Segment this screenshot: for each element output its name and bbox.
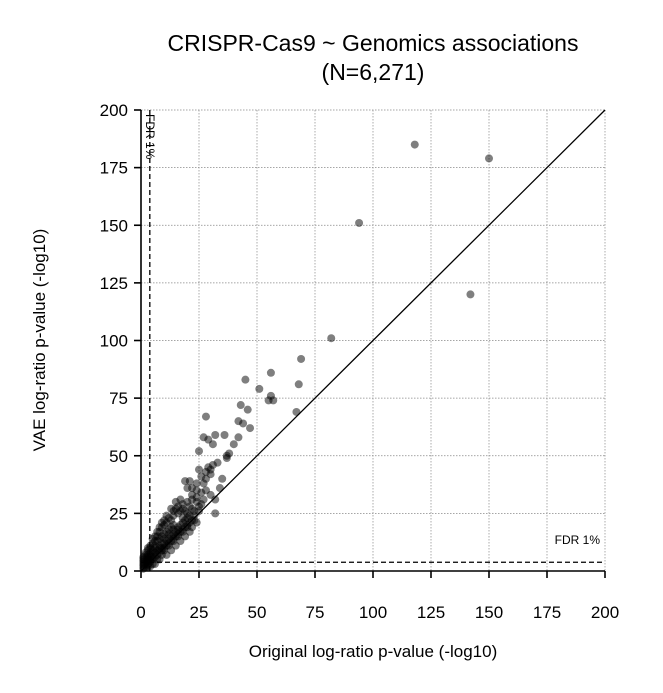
y-tick-label: 25 — [109, 504, 128, 523]
x-tick-label: 100 — [359, 603, 387, 622]
data-point — [208, 440, 217, 449]
y-axis-label: VAE log-ratio p-value (-log10) — [30, 229, 49, 452]
data-point — [206, 465, 215, 474]
data-point — [292, 407, 301, 416]
data-point — [355, 218, 364, 227]
data-point — [255, 384, 264, 393]
y-tick-label: 100 — [100, 332, 128, 351]
x-axis-label: Original log-ratio p-value (-log10) — [249, 642, 498, 661]
x-tick-label: 50 — [248, 603, 267, 622]
data-point — [197, 472, 206, 481]
diagonal-line — [140, 109, 606, 572]
data-point — [195, 447, 203, 456]
data-point — [185, 477, 194, 486]
data-point — [225, 449, 234, 458]
y-ticks: 0 25 50 75 100 125 150 175 200 — [100, 101, 141, 581]
data-point — [211, 509, 220, 518]
data-point — [174, 525, 183, 534]
data-point — [169, 511, 178, 520]
data-point — [327, 334, 336, 343]
x-tick-label: 200 — [591, 603, 619, 622]
x-tick-label: 75 — [306, 603, 325, 622]
data-point — [294, 380, 303, 389]
data-point — [195, 465, 203, 474]
y-tick-label: 200 — [100, 101, 128, 120]
data-point — [410, 140, 419, 149]
data-point — [241, 375, 250, 384]
x-tick-label: 125 — [417, 603, 445, 622]
y-tick-label: 175 — [100, 159, 128, 178]
fdr-lines — [141, 110, 605, 571]
data-point — [192, 493, 201, 502]
data-point — [246, 424, 255, 433]
data-point — [143, 560, 152, 569]
data-point — [199, 495, 208, 504]
data-point — [162, 511, 171, 520]
data-point — [215, 484, 224, 493]
data-point — [201, 486, 210, 495]
y-tick-label: 50 — [109, 447, 128, 466]
data-point — [146, 541, 155, 550]
data-point — [229, 440, 238, 449]
data-point — [211, 431, 220, 440]
data-point — [234, 433, 243, 442]
data-point — [243, 405, 252, 414]
x-ticks: 0 25 50 75 100 125 150 175 200 — [136, 571, 619, 622]
data-point — [192, 479, 201, 488]
x-tick-label: 25 — [190, 603, 209, 622]
data-point — [239, 419, 248, 428]
fdr-vertical-label: FDR 1% — [143, 114, 157, 160]
data-points — [139, 140, 493, 573]
data-point — [195, 502, 203, 511]
chart-subtitle: (N=6,271) — [322, 59, 425, 85]
fdr-horizontal-label: FDR 1% — [555, 533, 601, 547]
data-point — [466, 290, 475, 299]
x-tick-label: 150 — [475, 603, 503, 622]
y-tick-label: 0 — [119, 562, 128, 581]
x-tick-label: 175 — [533, 603, 561, 622]
data-point — [218, 474, 227, 483]
data-point — [485, 154, 493, 163]
identity-line — [140, 109, 606, 572]
data-point — [266, 368, 275, 377]
y-tick-label: 125 — [100, 274, 128, 293]
x-tick-label: 0 — [136, 603, 145, 622]
y-tick-label: 75 — [109, 389, 128, 408]
y-tick-label: 150 — [100, 216, 128, 235]
chart-title: CRISPR-Cas9 ~ Genomics associations — [168, 30, 579, 56]
data-point — [269, 396, 278, 405]
data-point — [220, 431, 229, 440]
data-point — [236, 401, 245, 410]
data-point — [297, 354, 306, 363]
data-point — [201, 412, 210, 421]
